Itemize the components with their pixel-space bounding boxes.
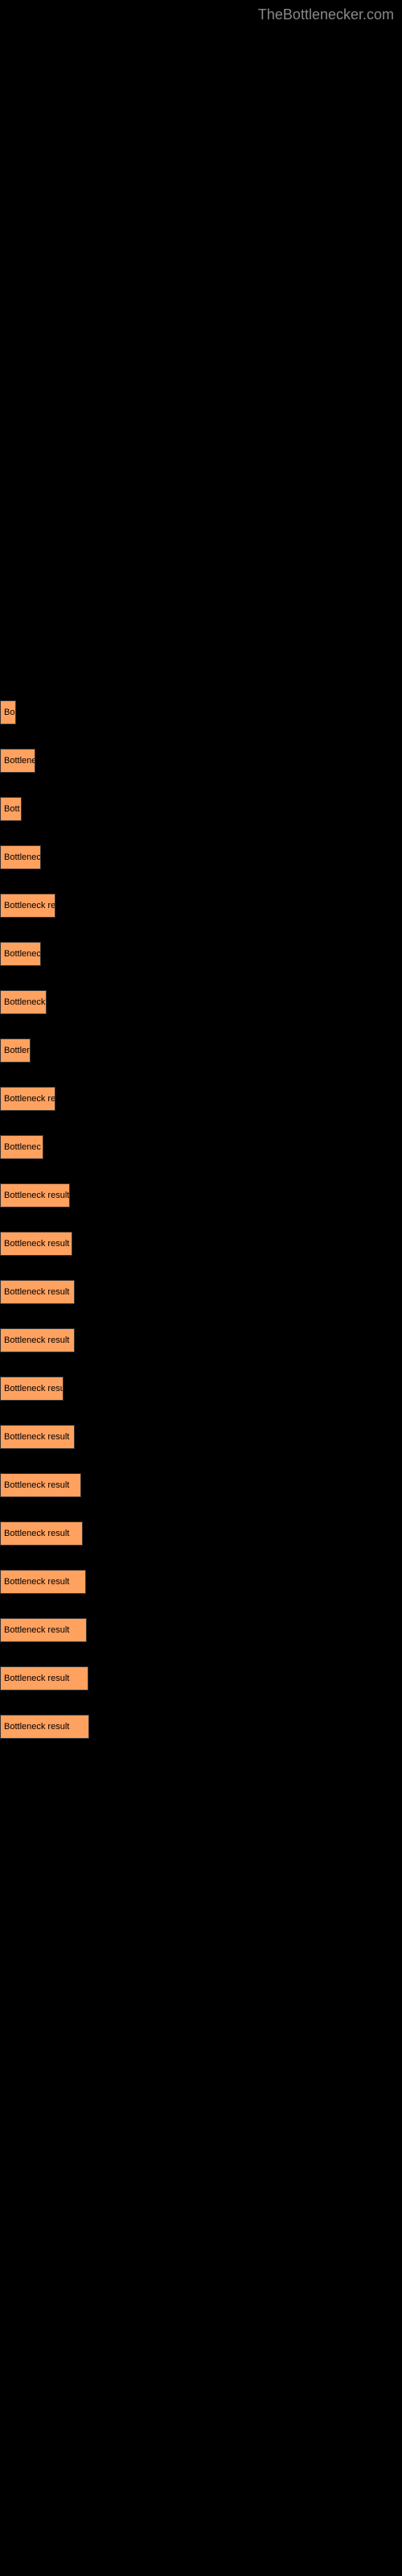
chart-bar: Bottleneck result (0, 1183, 70, 1208)
chart-bar: Bottlenec (0, 845, 41, 869)
chart-bar: Bottlene (0, 749, 35, 773)
chart-bar: Bottleneck result (0, 1618, 87, 1642)
chart-bar: Bottleneck re (0, 894, 55, 918)
chart-bar: Bottleneck result (0, 1570, 86, 1594)
chart-bar: Bott (0, 797, 22, 821)
chart-bar: Bottleneck resu (0, 1377, 64, 1401)
chart-bar: Bottleneck result (0, 1715, 89, 1739)
chart-bar: Bottleneck result (0, 1425, 75, 1449)
chart-bar: Bottlenec (0, 942, 41, 966)
chart-bar: Bottleneck result (0, 1328, 75, 1352)
chart-bar: Bottlenec (0, 1135, 43, 1159)
chart-bar: Bottleneck result (0, 1280, 75, 1304)
chart-bar: Bottler (0, 1038, 31, 1063)
chart-bar: Bottleneck re (0, 1087, 55, 1111)
chart-bar: Bo (0, 700, 16, 724)
chart-bar: Bottleneck result (0, 1521, 83, 1546)
chart-bar: Bottleneck result (0, 1232, 72, 1256)
chart-bar: Bottleneck result (0, 1666, 88, 1690)
chart-bar: Bottleneck (0, 990, 47, 1014)
chart-container: TheBottlenecker.com Bo Bottlene Bott Bottle… (0, 0, 402, 2576)
chart-bar: Bottleneck result (0, 1473, 81, 1497)
watermark-text: TheBottlenecker.com (258, 6, 394, 23)
